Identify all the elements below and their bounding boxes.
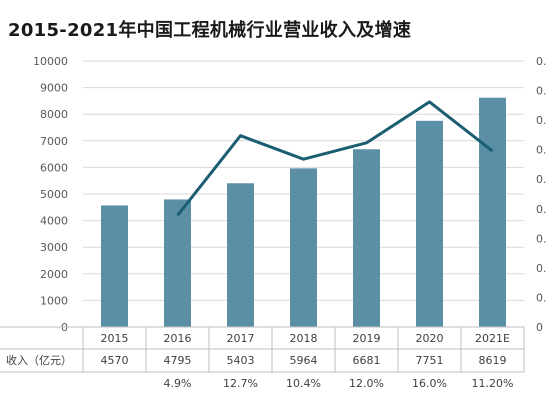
revenue-value: 4570 [101, 354, 129, 367]
y-tick-label: 8000 [40, 108, 68, 121]
growth-value: 11.20% [472, 377, 514, 390]
y-tick-label: 4000 [40, 215, 68, 228]
bar [353, 149, 380, 327]
y2-tick-label: 0. [536, 232, 547, 245]
y2-tick-label: 0. [536, 291, 547, 304]
x-tick-label: 2017 [227, 332, 255, 345]
bar [290, 168, 317, 327]
growth-value: 12.0% [349, 377, 384, 390]
y2-tick-label: 0 [536, 321, 543, 334]
y-tick-label: 9000 [40, 82, 68, 95]
revenue-value: 4795 [164, 354, 192, 367]
y2-tick-label: 0. [536, 203, 547, 216]
y2-tick-label: 0. [536, 55, 547, 68]
y2-tick-label: 0. [536, 114, 547, 127]
x-tick-label: 2018 [290, 332, 318, 345]
y2-tick-label: 0. [536, 144, 547, 157]
y-tick-label: 3000 [40, 241, 68, 254]
revenue-value: 6681 [353, 354, 381, 367]
growth-value: 12.7% [223, 377, 258, 390]
y-tick-label: 10000 [33, 55, 68, 68]
y2-tick-label: 0. [536, 173, 547, 186]
x-tick-label: 2015 [101, 332, 129, 345]
y-tick-label: 7000 [40, 135, 68, 148]
x-tick-label: 2021E [475, 332, 510, 345]
growth-line [176, 100, 494, 217]
revenue-value: 8619 [479, 354, 507, 367]
y2-tick-label: 0. [536, 85, 547, 98]
bar [164, 199, 191, 327]
x-tick-label: 2016 [164, 332, 192, 345]
revenue-value: 5964 [290, 354, 318, 367]
row-label: 收入（亿元） [6, 353, 72, 367]
y-tick-label: 2000 [40, 268, 68, 281]
revenue-value: 5403 [227, 354, 255, 367]
y-tick-label: 6000 [40, 161, 68, 174]
y-tick-label: 1000 [40, 294, 68, 307]
bar [416, 120, 443, 328]
bar [227, 183, 254, 327]
y-tick-label: 5000 [40, 188, 68, 201]
growth-value: 4.9% [164, 377, 192, 390]
x-tick-label: 2020 [416, 332, 444, 345]
growth-value: 16.0% [412, 377, 447, 390]
bar [479, 97, 506, 328]
x-tick-label: 2019 [353, 332, 381, 345]
chart-title: 2015-2021年中国工程机械行业营业收入及增速 [8, 20, 412, 41]
bar [101, 205, 128, 327]
growth-value: 10.4% [286, 377, 321, 390]
revenue-value: 7751 [416, 354, 444, 367]
y2-tick-label: 0. [536, 262, 547, 275]
